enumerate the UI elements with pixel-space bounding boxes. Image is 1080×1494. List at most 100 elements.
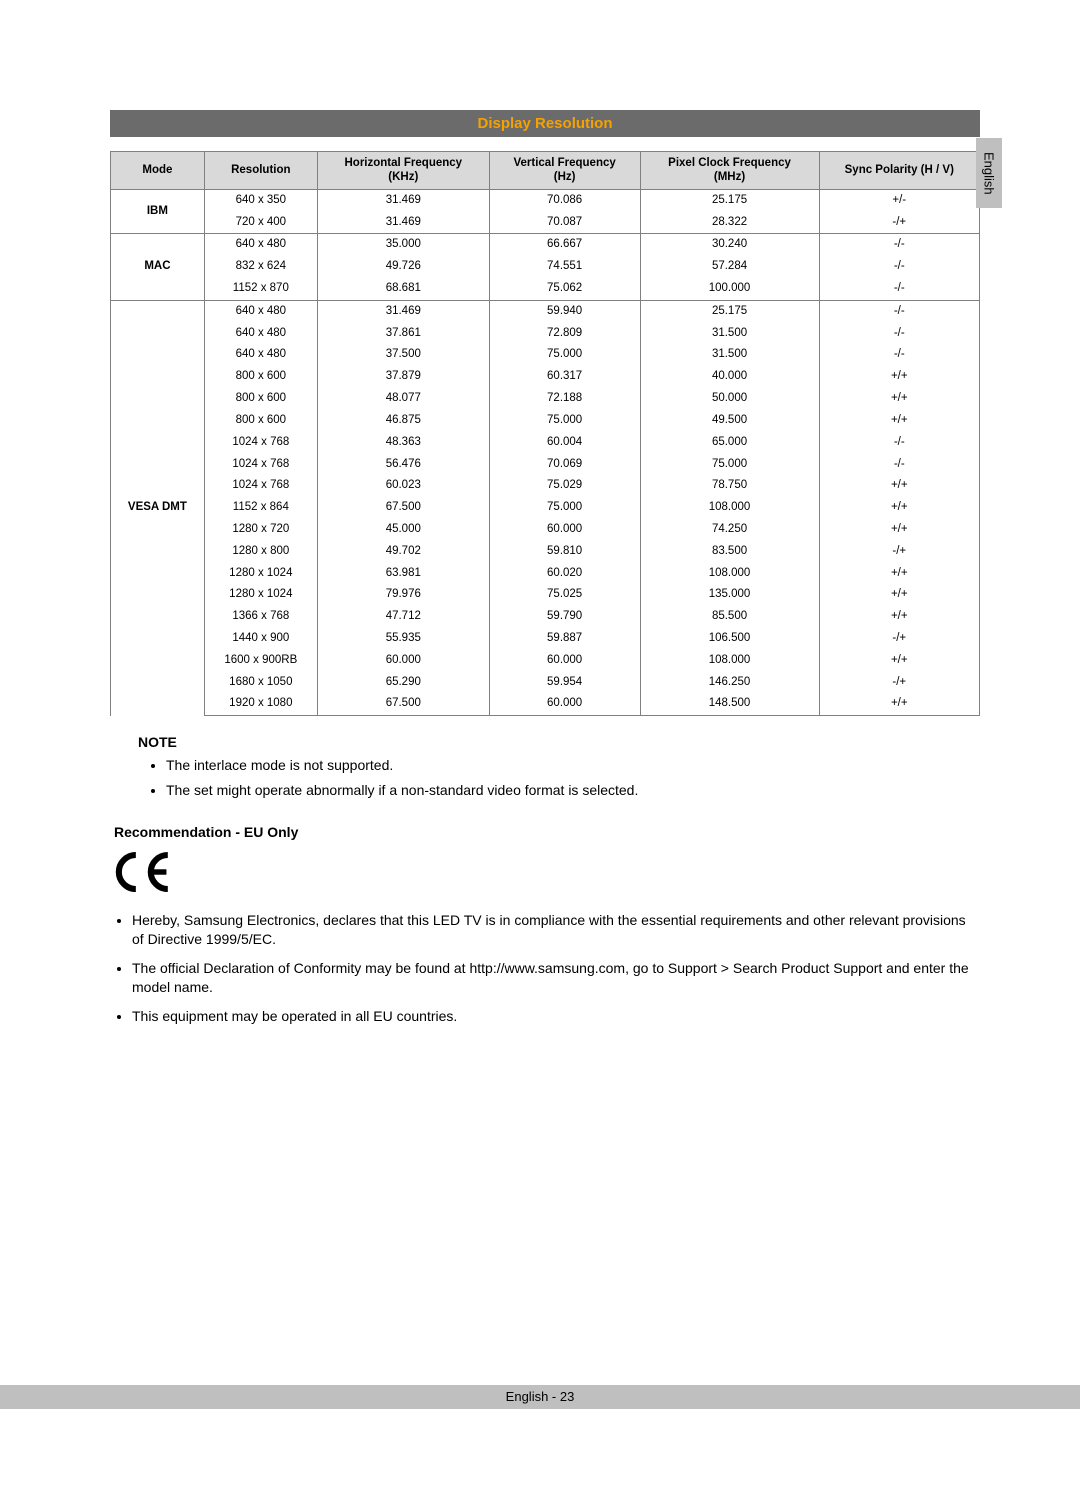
mode-cell: VESA DMT: [111, 300, 205, 715]
note-item: The interlace mode is not supported.: [166, 756, 980, 775]
table-row: 1024 x 76848.36360.00465.000-/-: [111, 432, 980, 454]
note-item: The set might operate abnormally if a no…: [166, 781, 980, 800]
table-cell: 83.500: [640, 541, 819, 563]
table-cell: 68.681: [317, 278, 489, 300]
table-cell: 100.000: [640, 278, 819, 300]
table-cell: 60.004: [489, 432, 640, 454]
table-row: 640 x 48037.50075.00031.500-/-: [111, 344, 980, 366]
table-row: 1024 x 76860.02375.02978.750+/+: [111, 475, 980, 497]
table-cell: 59.810: [489, 541, 640, 563]
table-cell: 59.790: [489, 606, 640, 628]
table-cell: 46.875: [317, 410, 489, 432]
table-cell: +/+: [819, 584, 979, 606]
table-body: IBM640 x 35031.46970.08625.175+/-720 x 4…: [111, 189, 980, 716]
table-row: 800 x 60037.87960.31740.000+/+: [111, 366, 980, 388]
table-row: MAC640 x 48035.00066.66730.240-/-: [111, 234, 980, 256]
section-heading: Display Resolution: [110, 110, 980, 137]
table-cell: 75.000: [640, 454, 819, 476]
table-cell: -/-: [819, 278, 979, 300]
table-cell: +/+: [819, 410, 979, 432]
table-row: 1366 x 76847.71259.79085.500+/+: [111, 606, 980, 628]
table-cell: -/+: [819, 541, 979, 563]
table-row: 1280 x 80049.70259.81083.500-/+: [111, 541, 980, 563]
table-cell: -/-: [819, 300, 979, 322]
table-cell: -/-: [819, 323, 979, 345]
table-cell: 28.322: [640, 212, 819, 234]
table-cell: 49.500: [640, 410, 819, 432]
table-cell: 146.250: [640, 672, 819, 694]
table-cell: 31.500: [640, 344, 819, 366]
table-cell: 55.935: [317, 628, 489, 650]
table-cell: 1280 x 1024: [204, 563, 317, 585]
table-cell: 800 x 600: [204, 366, 317, 388]
table-column-header: Mode: [111, 152, 205, 190]
table-cell: 56.476: [317, 454, 489, 476]
table-column-header: Resolution: [204, 152, 317, 190]
table-cell: 47.712: [317, 606, 489, 628]
table-cell: 31.500: [640, 323, 819, 345]
table-row: 1440 x 90055.93559.887106.500-/+: [111, 628, 980, 650]
table-cell: 59.954: [489, 672, 640, 694]
table-cell: 63.981: [317, 563, 489, 585]
table-cell: 67.500: [317, 693, 489, 715]
table-cell: 57.284: [640, 256, 819, 278]
table-cell: 106.500: [640, 628, 819, 650]
table-cell: 79.976: [317, 584, 489, 606]
table-cell: 1024 x 768: [204, 475, 317, 497]
table-cell: 800 x 600: [204, 410, 317, 432]
table-cell: 60.317: [489, 366, 640, 388]
table-cell: +/-: [819, 189, 979, 211]
page: English Display Resolution ModeResolutio…: [0, 0, 1080, 1075]
table-row: 1280 x 102479.97675.025135.000+/+: [111, 584, 980, 606]
table-cell: 1152 x 864: [204, 497, 317, 519]
table-cell: 70.086: [489, 189, 640, 211]
table-cell: 48.077: [317, 388, 489, 410]
table-cell: 60.023: [317, 475, 489, 497]
table-row: 1152 x 87068.68175.062100.000-/-: [111, 278, 980, 300]
table-cell: 640 x 350: [204, 189, 317, 211]
table-cell: 108.000: [640, 497, 819, 519]
table-cell: +/+: [819, 497, 979, 519]
table-cell: 70.069: [489, 454, 640, 476]
table-cell: 60.000: [489, 519, 640, 541]
note-title: NOTE: [138, 734, 980, 750]
table-cell: +/+: [819, 650, 979, 672]
table-cell: 74.551: [489, 256, 640, 278]
table-cell: +/+: [819, 563, 979, 585]
table-cell: -/+: [819, 212, 979, 234]
table-cell: 135.000: [640, 584, 819, 606]
table-cell: -/+: [819, 628, 979, 650]
table-cell: +/+: [819, 475, 979, 497]
table-header: ModeResolutionHorizontal Frequency(KHz)V…: [111, 152, 980, 190]
table-cell: 148.500: [640, 693, 819, 715]
table-cell: 35.000: [317, 234, 489, 256]
table-cell: 75.029: [489, 475, 640, 497]
table-cell: 85.500: [640, 606, 819, 628]
table-row: 1920 x 108067.50060.000148.500+/+: [111, 693, 980, 715]
table-cell: 25.175: [640, 189, 819, 211]
table-cell: 1440 x 900: [204, 628, 317, 650]
table-cell: +/+: [819, 366, 979, 388]
table-cell: -/-: [819, 344, 979, 366]
eu-item: The official Declaration of Conformity m…: [132, 959, 980, 997]
table-column-header: Vertical Frequency(Hz): [489, 152, 640, 190]
table-cell: 75.062: [489, 278, 640, 300]
table-row: VESA DMT640 x 48031.46959.94025.175-/-: [111, 300, 980, 322]
eu-list: Hereby, Samsung Electronics, declares th…: [132, 911, 980, 1025]
table-cell: 65.000: [640, 432, 819, 454]
table-cell: 75.000: [489, 497, 640, 519]
table-cell: 25.175: [640, 300, 819, 322]
table-cell: 66.667: [489, 234, 640, 256]
table-row: 640 x 48037.86172.80931.500-/-: [111, 323, 980, 345]
mode-cell: MAC: [111, 234, 205, 300]
table-cell: 1024 x 768: [204, 454, 317, 476]
resolution-table: ModeResolutionHorizontal Frequency(KHz)V…: [110, 151, 980, 716]
table-cell: 1152 x 870: [204, 278, 317, 300]
table-column-header: Pixel Clock Frequency(MHz): [640, 152, 819, 190]
table-cell: 108.000: [640, 563, 819, 585]
eu-item: Hereby, Samsung Electronics, declares th…: [132, 911, 980, 949]
table-cell: 37.861: [317, 323, 489, 345]
table-cell: 75.025: [489, 584, 640, 606]
eu-item: This equipment may be operated in all EU…: [132, 1007, 980, 1026]
table-cell: 31.469: [317, 189, 489, 211]
